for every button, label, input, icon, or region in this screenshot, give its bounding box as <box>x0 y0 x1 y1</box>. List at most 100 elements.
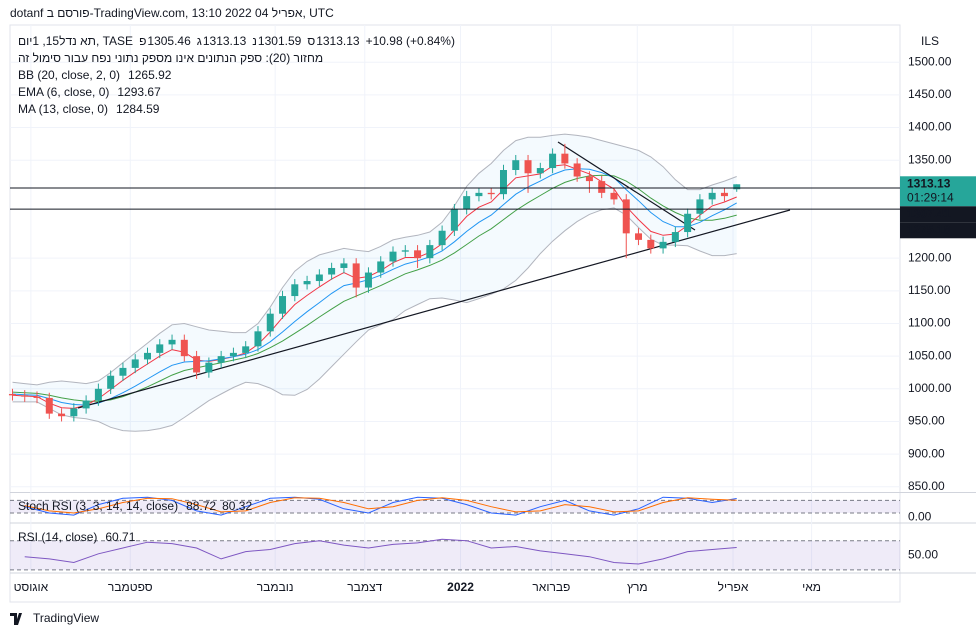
candle-body <box>119 367 127 376</box>
candle-body <box>463 196 471 210</box>
indicator-line <box>24 538 737 565</box>
candle-body <box>266 313 274 332</box>
x-tick-label: אפריל <box>718 580 749 594</box>
candle-body <box>377 261 385 273</box>
candle-body <box>549 153 557 169</box>
ohlc-prefix: נ <box>252 34 257 48</box>
candle-body <box>303 281 311 285</box>
x-tick-label: 2022 <box>447 580 474 594</box>
candle-body <box>426 245 434 259</box>
candle-body <box>168 339 176 345</box>
pane-name: RSI (14, close) <box>18 530 97 544</box>
ohlc-value: 1305.46 <box>147 34 191 48</box>
candle-body <box>512 160 520 170</box>
candle-body <box>107 375 115 389</box>
pane-value: 80.32 <box>222 499 252 513</box>
pane-value: 60.71 <box>105 530 135 544</box>
candle-body <box>364 272 372 288</box>
candle-body <box>733 184 741 190</box>
ohlc-value: 1301.59 <box>258 34 302 48</box>
price-label-time: 01:29:14 <box>907 190 954 204</box>
candle-body <box>438 230 446 246</box>
pane-value: 88.72 <box>186 499 216 513</box>
y-tick-label: 1350.00 <box>908 152 952 166</box>
ohlc-value: 1313.13 <box>203 34 247 48</box>
trend-line <box>557 141 696 231</box>
candle-body <box>536 168 544 174</box>
ohlc-prefix: ג <box>197 34 202 48</box>
band-fill <box>10 540 900 570</box>
y-tick-label: 900.00 <box>908 446 945 460</box>
candle-body <box>659 241 667 249</box>
y-tick-label: 1500.00 <box>908 54 952 68</box>
candle-body <box>450 209 458 231</box>
candle-body <box>328 267 336 275</box>
overlay-value: 1265.92 <box>128 68 172 82</box>
candle-body <box>598 181 606 193</box>
y-tick-label: 950.00 <box>908 414 945 428</box>
candle-body <box>58 413 66 417</box>
candle-body <box>94 388 102 401</box>
overlay-name: MA (13, close, 0) <box>18 102 108 116</box>
y-tick-label: 1400.00 <box>908 120 952 134</box>
indicator-line <box>24 497 737 514</box>
change: +10.98 (+0.84%) <box>366 34 455 48</box>
candle-body <box>708 192 716 200</box>
candle-body <box>70 408 78 417</box>
symbol: תא נדל15, 1יום, TASE <box>18 34 133 48</box>
x-tick-label: דצמבר <box>347 580 382 594</box>
candle-body <box>499 169 507 195</box>
candle-body <box>573 163 581 177</box>
candle-body <box>229 352 237 357</box>
candle-body <box>475 192 483 197</box>
ohlc-prefix: ס <box>307 34 315 48</box>
overlay-value: 1284.59 <box>116 102 160 116</box>
price-label: 1313.13 <box>907 176 951 190</box>
candle-body <box>180 339 188 357</box>
x-tick-label: אוגוסט <box>14 580 49 594</box>
pane-name: Stoch RSI (3, 3, 14, 14, close) <box>18 499 178 513</box>
x-tick-label: פברואר <box>532 580 570 594</box>
overlay-value: 1293.67 <box>117 85 161 99</box>
candle-body <box>524 160 532 174</box>
candle-body <box>720 192 728 197</box>
candle-body <box>622 199 630 234</box>
x-tick-label: ספטמבר <box>108 580 153 594</box>
candle-body <box>647 239 655 249</box>
x-tick-label: מאי <box>802 580 821 594</box>
candle-body <box>696 199 704 214</box>
candle-body <box>635 233 643 240</box>
candle-body <box>8 394 16 396</box>
candle-body <box>82 400 90 409</box>
x-tick-label: נובמבר <box>257 580 294 594</box>
overlay-name: EMA (6, close, 0) <box>18 85 109 99</box>
band-fill <box>10 500 900 513</box>
candle-body <box>193 356 201 373</box>
y-tick-label: 1000.00 <box>908 381 952 395</box>
price-label: 1307.41 <box>907 206 951 220</box>
candle-body <box>205 362 213 373</box>
candle-body <box>254 331 262 347</box>
candle-body <box>279 296 287 314</box>
price-label-bg <box>900 222 976 239</box>
logo <box>10 613 22 625</box>
candle-body <box>610 192 618 200</box>
caption: dotanf פורסם ב-TradingView.com, 13:10 20… <box>10 6 334 20</box>
ohlc-prefix: פ <box>139 34 146 48</box>
ohlc-value: 1313.13 <box>316 34 360 48</box>
y-tick-label: 1150.00 <box>908 283 951 297</box>
candle-body <box>156 344 164 353</box>
candle-body <box>561 153 569 164</box>
x-tick-label: מרץ <box>627 580 648 594</box>
y-tick-label: 1100.00 <box>908 316 951 330</box>
candle-body <box>143 352 151 360</box>
price-label-bg <box>900 206 976 223</box>
candle-body <box>340 263 348 268</box>
logo-mark <box>10 613 22 625</box>
candle-body <box>352 263 360 288</box>
candle-body <box>401 250 409 252</box>
price-label-bg <box>900 176 976 207</box>
candle-body <box>315 274 323 282</box>
